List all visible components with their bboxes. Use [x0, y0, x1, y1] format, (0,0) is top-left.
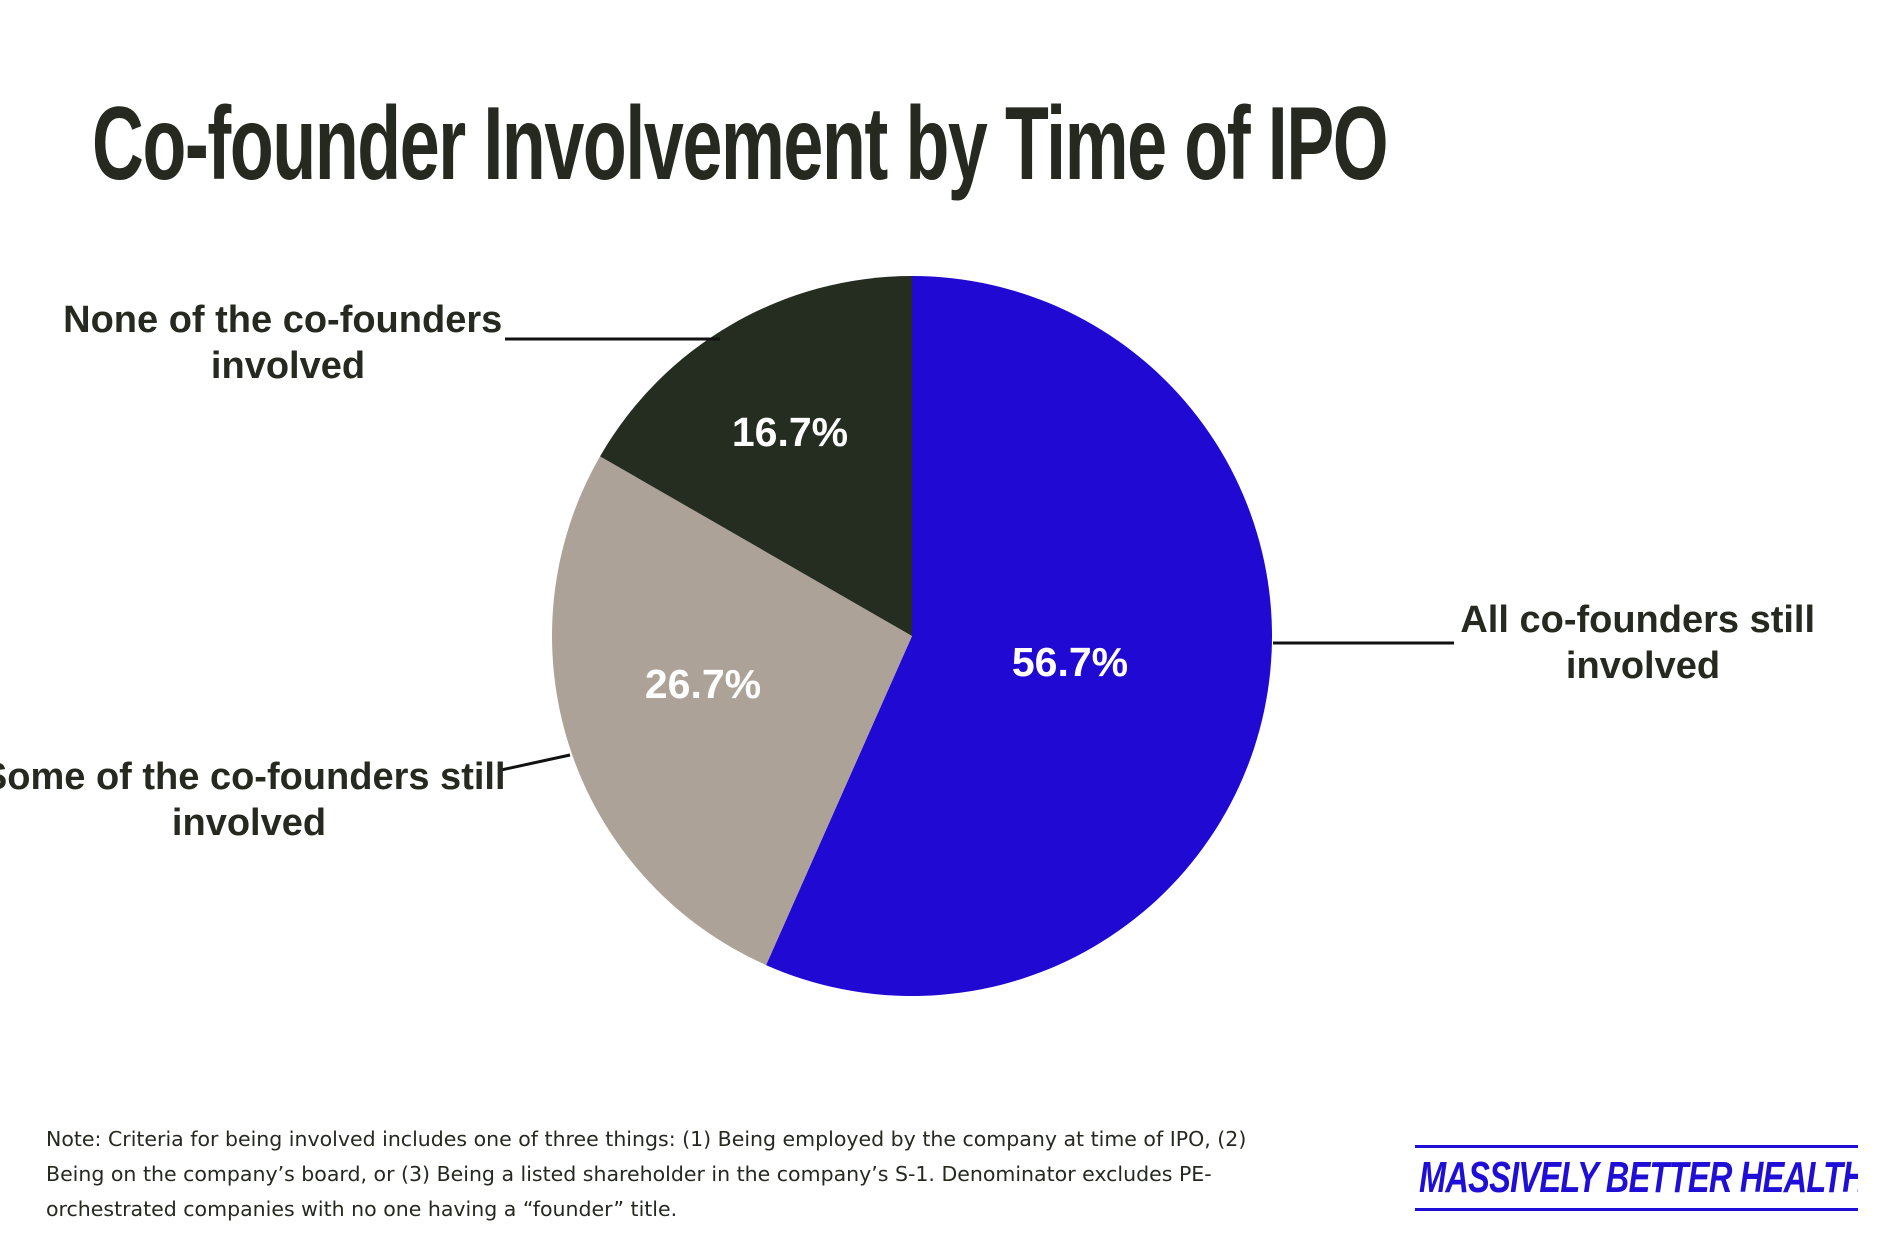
page-title: Co-founder Involvement by Time of IPO — [92, 86, 1389, 202]
slice-label-none: 16.7% — [732, 409, 848, 455]
pie-slices — [552, 276, 1272, 996]
leader-line-some — [500, 753, 571, 772]
pie-chart: 56.7% 26.7% 16.7% All co-founders still … — [0, 276, 1825, 996]
slice-value-labels: 56.7% 26.7% 16.7% — [645, 409, 1128, 707]
slice-label-some: 26.7% — [645, 661, 761, 707]
footnote: Note: Criteria for being involved includ… — [46, 1127, 1247, 1221]
brand-wordmark: MASSIVELY BETTER HEALTHCARE — [1419, 1153, 1858, 1202]
brand-logo: MASSIVELY BETTER HEALTHCARE — [1415, 1145, 1858, 1211]
pie-slice-all — [766, 276, 1272, 996]
leader-lines — [500, 337, 1454, 772]
legend-label-some: Some of the co-founders still involved — [0, 756, 516, 844]
pie-slice-none — [600, 276, 912, 636]
slice-label-all: 56.7% — [1012, 639, 1128, 685]
legend-labels: All co-founders still involved Some of t… — [0, 299, 1825, 844]
legend-label-all: All co-founders still involved — [1460, 599, 1825, 687]
legend-label-none: None of the co-founders involved — [63, 299, 513, 387]
pie-slice-some — [552, 456, 912, 966]
